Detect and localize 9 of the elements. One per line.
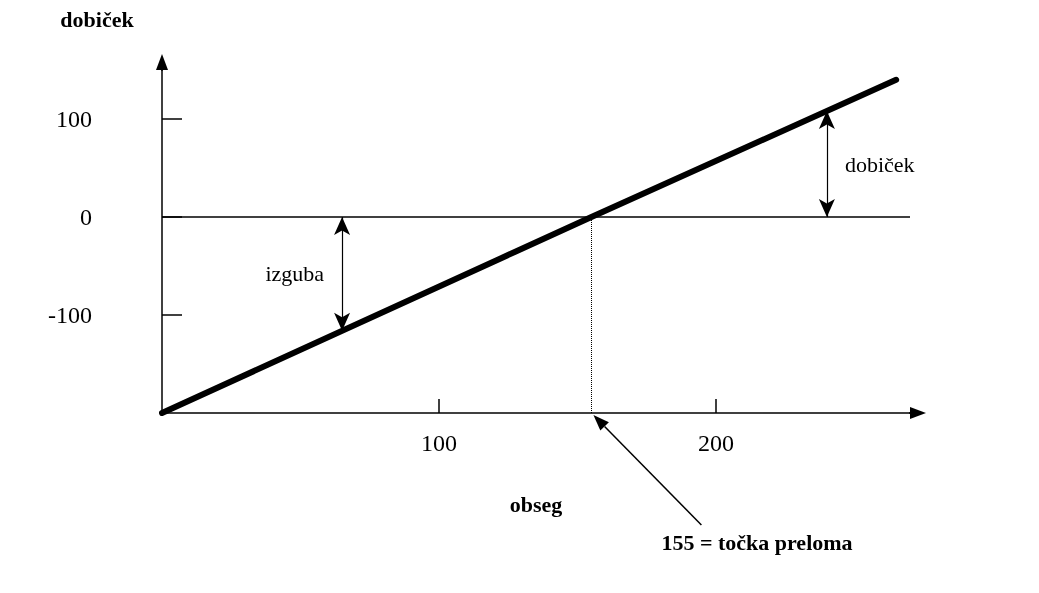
y-tick-label: 0 xyxy=(80,204,92,230)
y-tick-label: 100 xyxy=(56,106,92,132)
y-tick-label: -100 xyxy=(48,302,92,328)
y-axis-title: dobiček xyxy=(60,6,135,32)
annotation: izguba xyxy=(265,261,325,287)
annotation: dobiček xyxy=(844,151,915,177)
x-tick-label: 200 xyxy=(698,430,735,456)
text: 155 = točka preloma xyxy=(661,529,853,555)
x-axis-title: obseg xyxy=(509,491,563,517)
